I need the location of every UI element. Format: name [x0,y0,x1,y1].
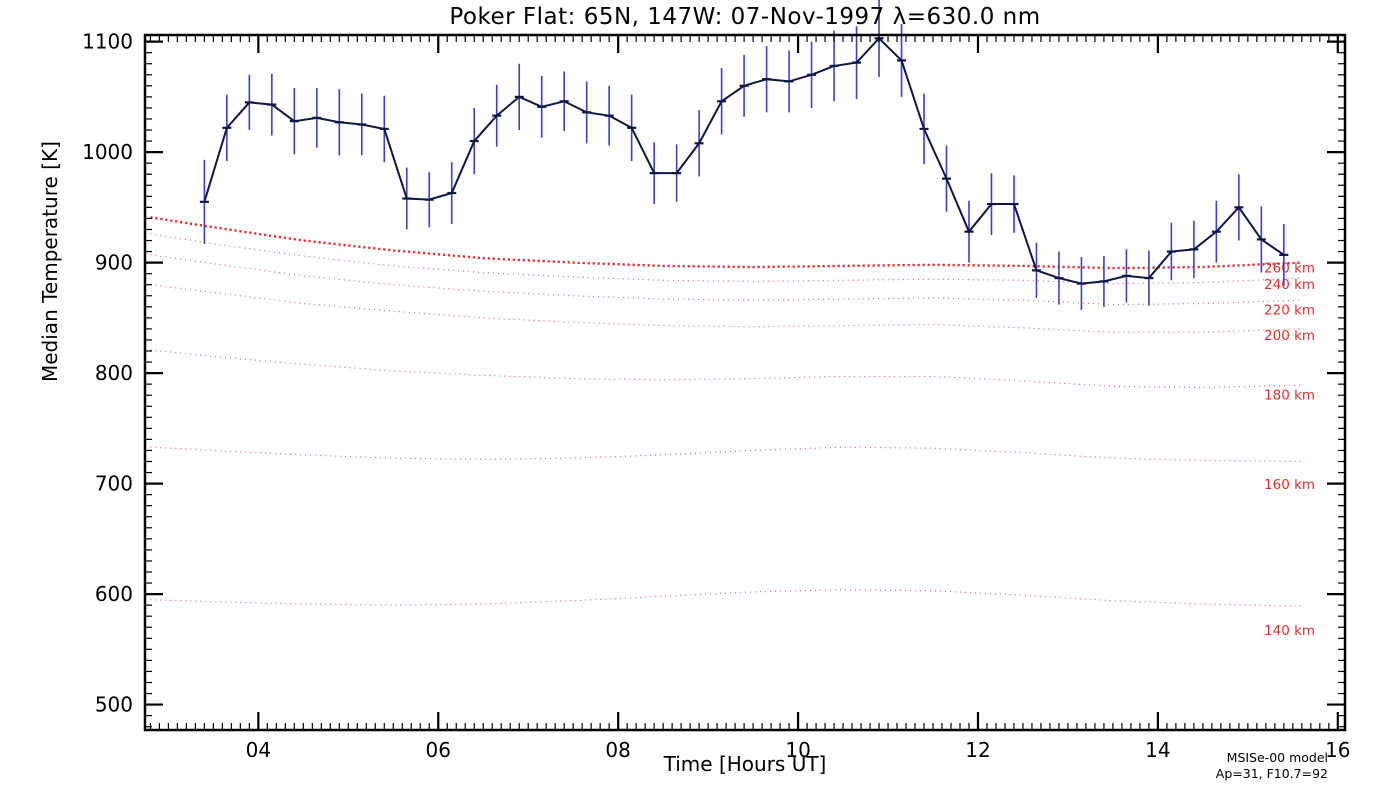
x-tick-label: 06 [426,738,451,762]
model-curve-label: 180 km [1264,388,1315,404]
x-tick-label: 08 [605,738,630,762]
model-curve-label: 220 km [1264,303,1315,319]
chart-title: Poker Flat: 65N, 147W: 07-Nov-1997 λ=630… [449,4,1041,30]
model-curve [150,254,1302,306]
data-series [199,36,1289,285]
y-tick-label: 900 [95,251,133,275]
model-annotation-line1: MSISe-00 model [1226,750,1328,765]
y-tick-label: 700 [95,472,133,496]
axes-box [143,33,1347,732]
model-curve-label: 140 km [1264,623,1315,639]
model-annotation: MSISe-00 model Ap=31, F10.7=92 [1216,750,1328,781]
model-curve-label: 260 km [1264,261,1315,277]
x-axis-label: Time [Hours UT] [663,752,827,776]
model-curve-label: 200 km [1264,328,1315,344]
x-tick-label: 14 [1145,738,1170,762]
x-tick-label: 16 [1325,738,1350,762]
model-curve [150,349,1302,389]
error-bars [203,0,1285,311]
model-curve [150,589,1302,607]
model-curve-label: 160 km [1264,477,1315,493]
y-ticks: 500 600 700 800 900 1000 1100 [82,30,1345,728]
y-tick-label: 600 [95,582,133,606]
y-tick-label: 1000 [82,140,133,164]
model-curve [150,446,1302,463]
y-tick-label: 800 [95,361,133,385]
model-annotation-line2: Ap=31, F10.7=92 [1215,765,1328,781]
y-tick-label: 1100 [82,30,133,54]
x-tick-label: 12 [965,738,990,762]
model-curve-label: 240 km [1264,277,1315,293]
model-curve [150,284,1302,333]
x-ticks: 04 06 08 10 12 14 16 [149,35,1351,762]
model-curve [150,233,1302,285]
y-tick-label: 500 [95,693,133,717]
model-curve [150,216,1302,270]
x-tick-label: 04 [246,738,271,762]
x-tick-label: 10 [785,738,810,762]
